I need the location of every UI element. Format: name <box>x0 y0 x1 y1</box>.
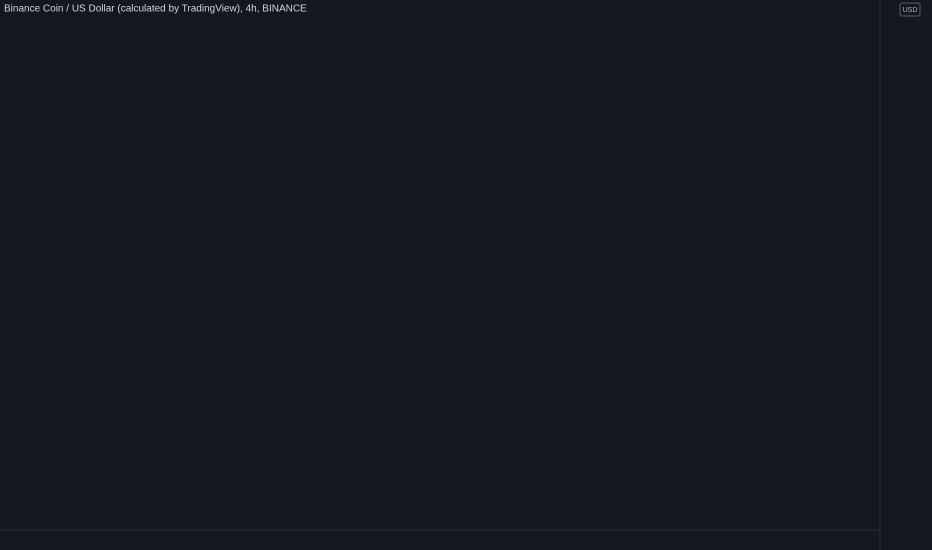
currency[interactable]: USD <box>903 7 918 14</box>
currency-box[interactable] <box>899 2 921 17</box>
chart-title: Binance Coin / US Dollar (calculated by … <box>4 4 307 15</box>
price-axis <box>880 0 932 550</box>
